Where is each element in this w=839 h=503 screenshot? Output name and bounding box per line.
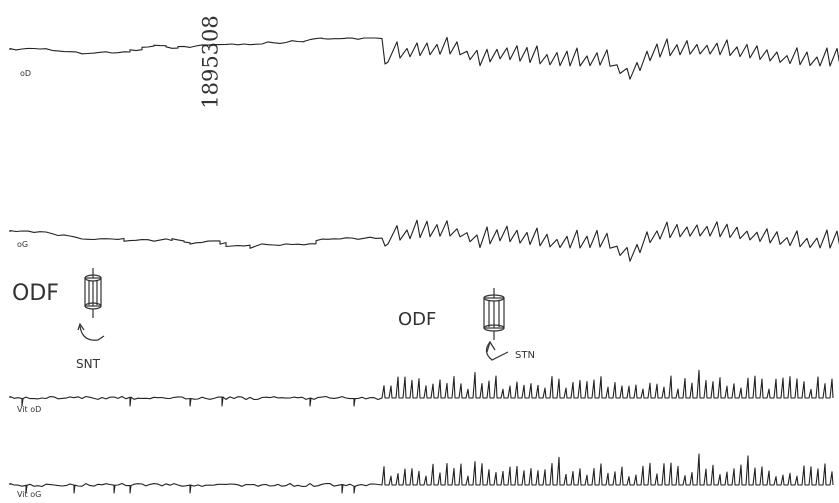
trace: [9, 219, 839, 262]
stamp: 1895308: [199, 15, 223, 109]
drum-icon: [77, 268, 105, 341]
trace-label: Vit oD: [17, 405, 41, 414]
annotation-label: ODF: [398, 309, 436, 330]
trace: [9, 369, 834, 407]
annotation-label: ODF: [12, 281, 59, 306]
trace: [9, 453, 834, 494]
trace-label: oG: [17, 240, 28, 249]
rotation-label: STN: [515, 350, 535, 361]
drum-icon: [483, 288, 509, 361]
rotation-label: SNT: [76, 357, 101, 371]
trace: [9, 36, 839, 80]
trace-label: oD: [20, 69, 31, 78]
trace-label: Vit oG: [17, 490, 41, 499]
